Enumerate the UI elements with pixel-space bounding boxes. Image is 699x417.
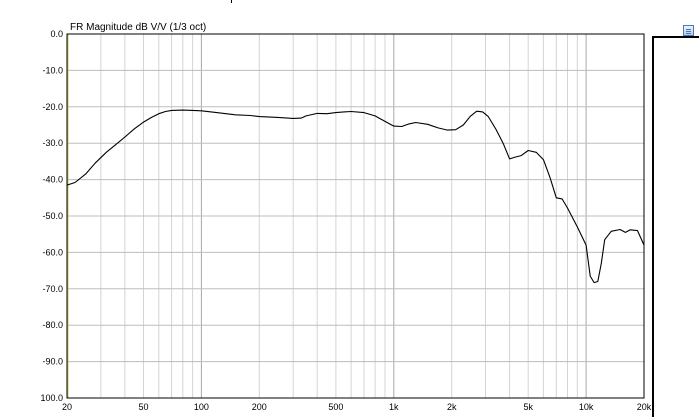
- y-axis: 0.0 -10.0 -20.0 -30.0 -40.0 -50.0 -60.0 -70.0 -8…: [40, 29, 63, 403]
- y-tick-label: -40.0: [42, 175, 63, 185]
- side-panel: [652, 36, 699, 417]
- y-tick-label: -90.0: [42, 357, 63, 367]
- y-tick-label: 100.0: [40, 393, 63, 403]
- x-tick-label: 10k: [579, 402, 594, 412]
- document-icon[interactable]: [683, 25, 694, 36]
- y-tick-label: 0.0: [50, 29, 63, 39]
- y-tick-label: -50.0: [42, 211, 63, 221]
- x-tick-label: 50: [138, 402, 148, 412]
- y-tick-label: -80.0: [42, 320, 63, 330]
- chart-title: FR Magnitude dB V/V (1/3 oct): [70, 22, 206, 33]
- y-tick-label: -30.0: [42, 138, 63, 148]
- x-tick-label: 1k: [389, 402, 399, 412]
- y-tick-label: -60.0: [42, 247, 63, 257]
- y-tick-label: -10.0: [42, 65, 63, 75]
- x-tick-label: 100: [194, 402, 209, 412]
- series-line: [66, 109, 645, 284]
- x-tick-label: 2k: [447, 402, 457, 412]
- x-tick-label: 20k: [637, 402, 652, 412]
- x-tick-label: 20: [62, 402, 72, 412]
- top-marker: [231, 0, 232, 3]
- grid: [67, 34, 644, 398]
- y-tick-label: -70.0: [42, 284, 63, 294]
- x-tick-label: 200: [252, 402, 267, 412]
- x-tick-label: 5k: [523, 402, 533, 412]
- x-axis: 20 50 100 200 500 1k 2k 5k 10k 20k: [62, 402, 652, 412]
- plot-area: [66, 33, 645, 399]
- series-layer: [66, 109, 645, 284]
- y-tick-label: -20.0: [42, 102, 63, 112]
- x-tick-label: 500: [328, 402, 343, 412]
